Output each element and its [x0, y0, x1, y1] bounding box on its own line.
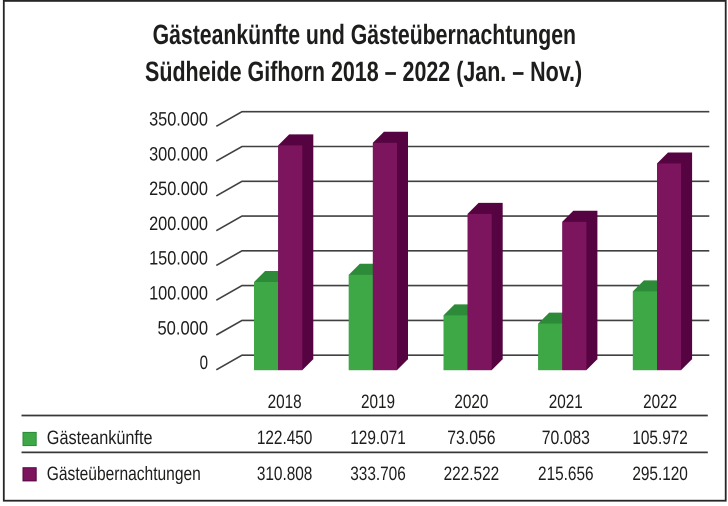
- svg-text:70.083: 70.083: [542, 427, 590, 449]
- svg-text:2018: 2018: [268, 391, 302, 413]
- svg-text:2021: 2021: [549, 391, 583, 413]
- svg-text:73.056: 73.056: [447, 427, 495, 449]
- svg-text:222.522: 222.522: [444, 463, 500, 485]
- svg-text:2019: 2019: [361, 391, 395, 413]
- svg-text:Südheide Gifhorn 2018 – 2022 (: Südheide Gifhorn 2018 – 2022 (Jan. – Nov…: [145, 56, 582, 87]
- svg-text:Gästeankünfte und Gästeübernac: Gästeankünfte und Gästeübernachtungen: [153, 19, 576, 50]
- svg-text:129.071: 129.071: [350, 427, 406, 449]
- svg-text:105.972: 105.972: [632, 427, 688, 449]
- svg-text:250.000: 250.000: [149, 178, 208, 200]
- svg-text:295.120: 295.120: [632, 463, 688, 485]
- svg-text:215.656: 215.656: [538, 463, 594, 485]
- svg-text:350.000: 350.000: [149, 109, 208, 131]
- svg-text:Gästeübernachtungen: Gästeübernachtungen: [47, 463, 201, 485]
- svg-text:200.000: 200.000: [149, 213, 208, 235]
- svg-text:2020: 2020: [454, 391, 488, 413]
- svg-text:333.706: 333.706: [350, 463, 406, 485]
- svg-text:150.000: 150.000: [149, 248, 208, 270]
- svg-text:50.000: 50.000: [158, 317, 209, 339]
- svg-text:310.808: 310.808: [257, 463, 313, 485]
- svg-text:300.000: 300.000: [149, 143, 208, 165]
- svg-text:122.450: 122.450: [257, 427, 313, 449]
- svg-text:2022: 2022: [643, 391, 677, 413]
- svg-text:100.000: 100.000: [149, 283, 208, 305]
- svg-text:0: 0: [200, 352, 209, 374]
- svg-text:Gästeankünfte: Gästeankünfte: [47, 427, 153, 449]
